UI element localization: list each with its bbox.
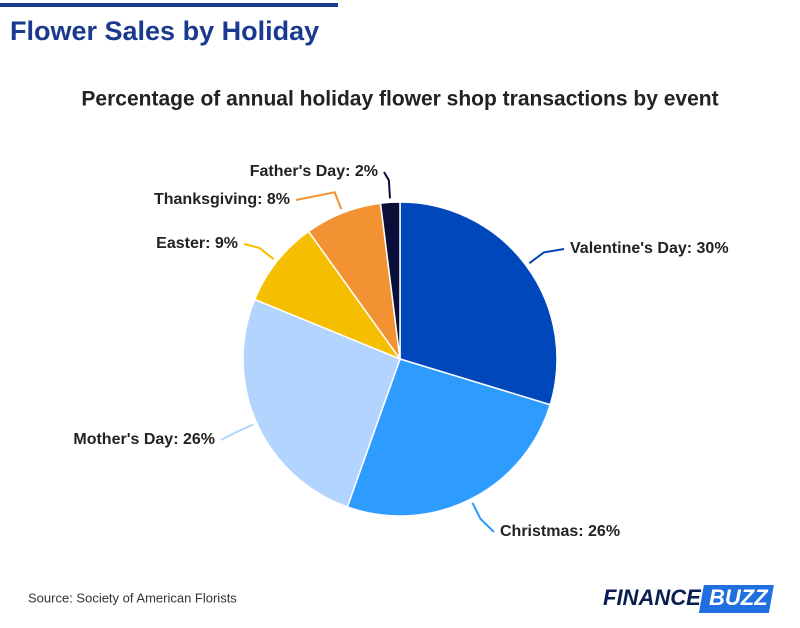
pie-slice (253, 230, 403, 361)
data-label: Valentine's Day: 30% (570, 240, 729, 257)
data-label: Christmas: 26% (500, 523, 620, 540)
leader-line (220, 423, 254, 441)
logo-right: BUZZ (709, 585, 769, 610)
title-rule (0, 3, 338, 7)
leader-line (295, 191, 343, 210)
data-label: Easter: 9% (156, 235, 238, 252)
pie-slice (379, 201, 401, 360)
leader-line (528, 248, 565, 264)
source: Source: Society of American Florists (28, 590, 237, 605)
data-label: Thanksgiving: 8% (154, 191, 290, 208)
chart-title: Flower Sales by Holiday (10, 16, 319, 46)
leader-line (383, 171, 391, 199)
data-label: Father's Day: 2% (250, 163, 378, 180)
logo: FINANCE BUZZ (603, 585, 774, 613)
leader-line (471, 502, 495, 533)
data-label: Mother's Day: 26% (73, 431, 215, 448)
pie-slice (242, 298, 401, 508)
pie-slice (346, 358, 552, 517)
logo-left: FINANCE (603, 585, 702, 610)
pie-slice (399, 201, 558, 406)
leader-line (243, 243, 275, 260)
chart-subtitle: Percentage of annual holiday flower shop… (81, 88, 718, 111)
logo-box (698, 585, 774, 613)
